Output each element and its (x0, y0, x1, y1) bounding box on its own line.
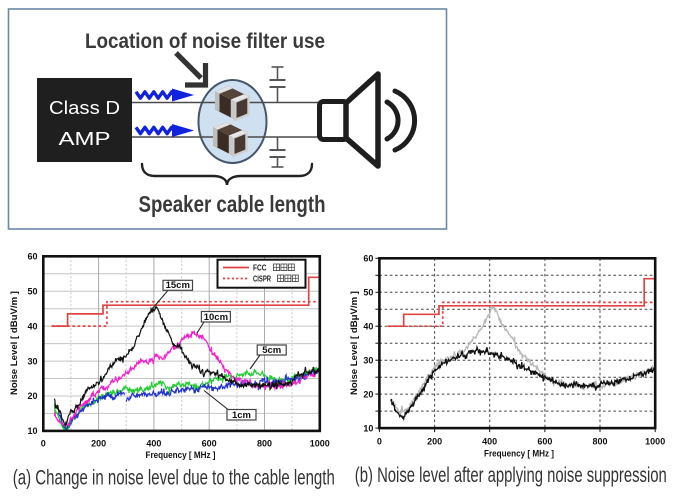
svg-text:20: 20 (363, 389, 373, 399)
svg-text:30: 30 (363, 355, 373, 365)
svg-text:Speaker cable length: Speaker cable length (139, 191, 326, 217)
svg-text:200: 200 (427, 437, 442, 447)
svg-text:0: 0 (377, 437, 382, 447)
svg-text:40: 40 (363, 321, 373, 331)
svg-text:10cm: 10cm (204, 312, 228, 323)
svg-text:AMP: AMP (59, 129, 111, 149)
svg-text:60: 60 (363, 254, 373, 264)
svg-text:Class D: Class D (49, 98, 120, 118)
svg-text:1cm: 1cm (232, 410, 251, 421)
svg-text:800: 800 (257, 439, 272, 449)
svg-text:1000: 1000 (310, 439, 330, 449)
svg-text:Frequency [ MHz ]: Frequency [ MHz ] (484, 449, 554, 460)
svg-text:10: 10 (363, 423, 373, 433)
svg-text:40: 40 (27, 321, 37, 331)
svg-text:60: 60 (27, 252, 37, 262)
svg-text:200: 200 (91, 439, 106, 449)
svg-text:30: 30 (27, 356, 37, 366)
svg-text:20: 20 (27, 391, 37, 401)
svg-text:(b) Noise level after applying: (b) Noise level after applying noise sup… (355, 464, 667, 487)
svg-text:Noise Level [ dBuV/m ]: Noise Level [ dBuV/m ] (9, 291, 20, 395)
svg-text:Location of noise filter use: Location of noise filter use (85, 30, 325, 53)
svg-text:1000: 1000 (645, 437, 665, 447)
svg-text:800: 800 (592, 437, 607, 447)
svg-text:50: 50 (27, 286, 37, 296)
svg-text:50: 50 (363, 288, 373, 298)
svg-text:Frequency [ MHz ]: Frequency [ MHz ] (146, 450, 216, 461)
svg-text:FCC: FCC (253, 263, 267, 273)
svg-text:(a) Change in noise level due: (a) Change in noise level due to the cab… (13, 467, 335, 490)
svg-text:10: 10 (27, 426, 37, 436)
svg-text:Noise Level [ dBμV/m ]: Noise Level [ dBμV/m ] (349, 291, 360, 395)
svg-text:15cm: 15cm (166, 280, 190, 291)
svg-text:CISPR: CISPR (253, 274, 271, 284)
svg-text:600: 600 (537, 437, 552, 447)
svg-text:0: 0 (41, 439, 46, 449)
svg-text:400: 400 (146, 439, 161, 449)
svg-text:400: 400 (482, 437, 497, 447)
svg-text:5cm: 5cm (262, 345, 281, 356)
svg-text:600: 600 (202, 439, 217, 449)
